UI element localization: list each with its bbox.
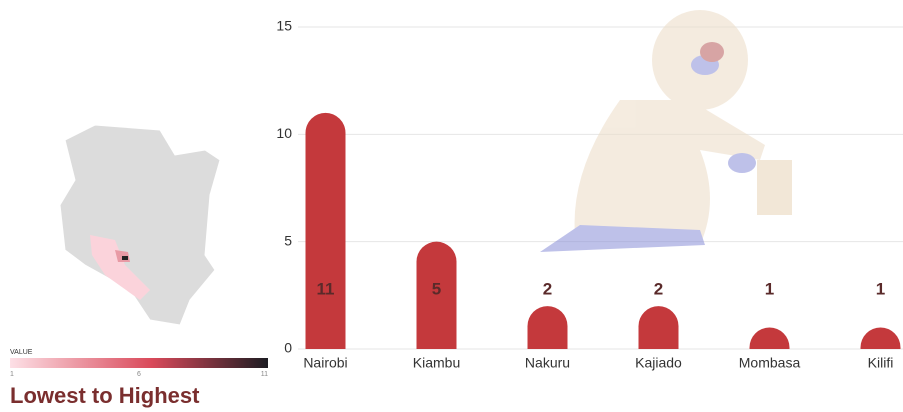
legend-tick: 1 <box>10 371 14 378</box>
legend-gradient <box>10 358 268 368</box>
bar <box>416 241 457 349</box>
y-tick-label: 5 <box>284 232 292 248</box>
x-tick-label: Nakuru <box>525 355 570 371</box>
y-tick-label: 15 <box>276 18 292 34</box>
y-tick-label: 0 <box>284 340 292 356</box>
x-tick-label: Nairobi <box>303 355 347 371</box>
legend-subtitle: Lowest to Highest <box>10 383 200 408</box>
data-label: 1 <box>765 279 774 298</box>
legend-title: VALUE <box>10 349 33 356</box>
data-label: 11 <box>317 279 335 298</box>
legend-tick: 6 <box>137 371 141 378</box>
bar <box>749 327 790 349</box>
bar <box>638 306 679 349</box>
x-tick-label: Kilifi <box>868 355 894 371</box>
x-tick-label: Kajiado <box>635 355 682 371</box>
bar <box>527 306 568 349</box>
y-tick-label: 10 <box>276 125 292 141</box>
bar <box>860 327 901 349</box>
x-tick-label: Mombasa <box>739 355 801 371</box>
illustration <box>540 10 792 252</box>
legend-tick: 11 <box>261 371 268 378</box>
data-label: 5 <box>432 279 441 298</box>
bar <box>305 112 346 349</box>
data-label: 2 <box>543 279 552 298</box>
data-label: 1 <box>876 279 885 298</box>
x-tick-label: Kiambu <box>413 355 460 371</box>
map <box>59 124 221 326</box>
data-label: 2 <box>654 279 663 298</box>
